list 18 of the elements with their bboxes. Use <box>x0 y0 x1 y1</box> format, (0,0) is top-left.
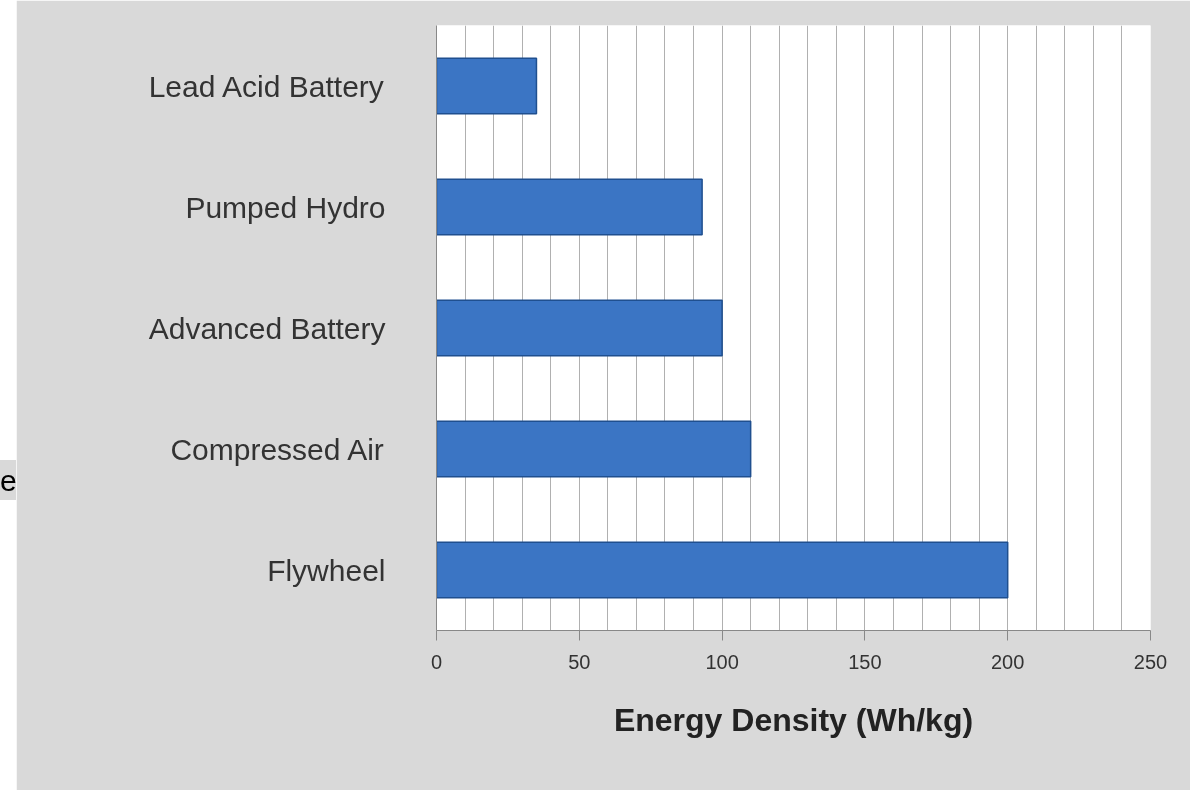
y-tick-label: Pumped Hydro <box>185 190 386 224</box>
bar <box>436 420 752 478</box>
text: e <box>0 460 17 503</box>
x-tick-label: 100 <box>705 650 739 673</box>
x-axis-title: Energy Density (Wh/kg) <box>613 701 974 738</box>
y-tick-label: Lead Acid Battery <box>148 69 384 103</box>
x-tick-label: 50 <box>568 650 591 673</box>
x-tick-label: 200 <box>991 650 1025 673</box>
bar <box>436 299 723 357</box>
x-tick-label: 250 <box>1133 650 1168 673</box>
x-tick-label: 150 <box>848 650 882 673</box>
y-tick-label: Flywheel <box>267 553 386 587</box>
x-tick-label: 0 <box>430 650 443 673</box>
y-tick-label: Advanced Battery <box>148 311 386 345</box>
bar <box>436 541 1009 599</box>
bar <box>436 178 703 236</box>
bar <box>436 57 538 115</box>
y-tick-label: Compressed Air <box>170 432 384 466</box>
